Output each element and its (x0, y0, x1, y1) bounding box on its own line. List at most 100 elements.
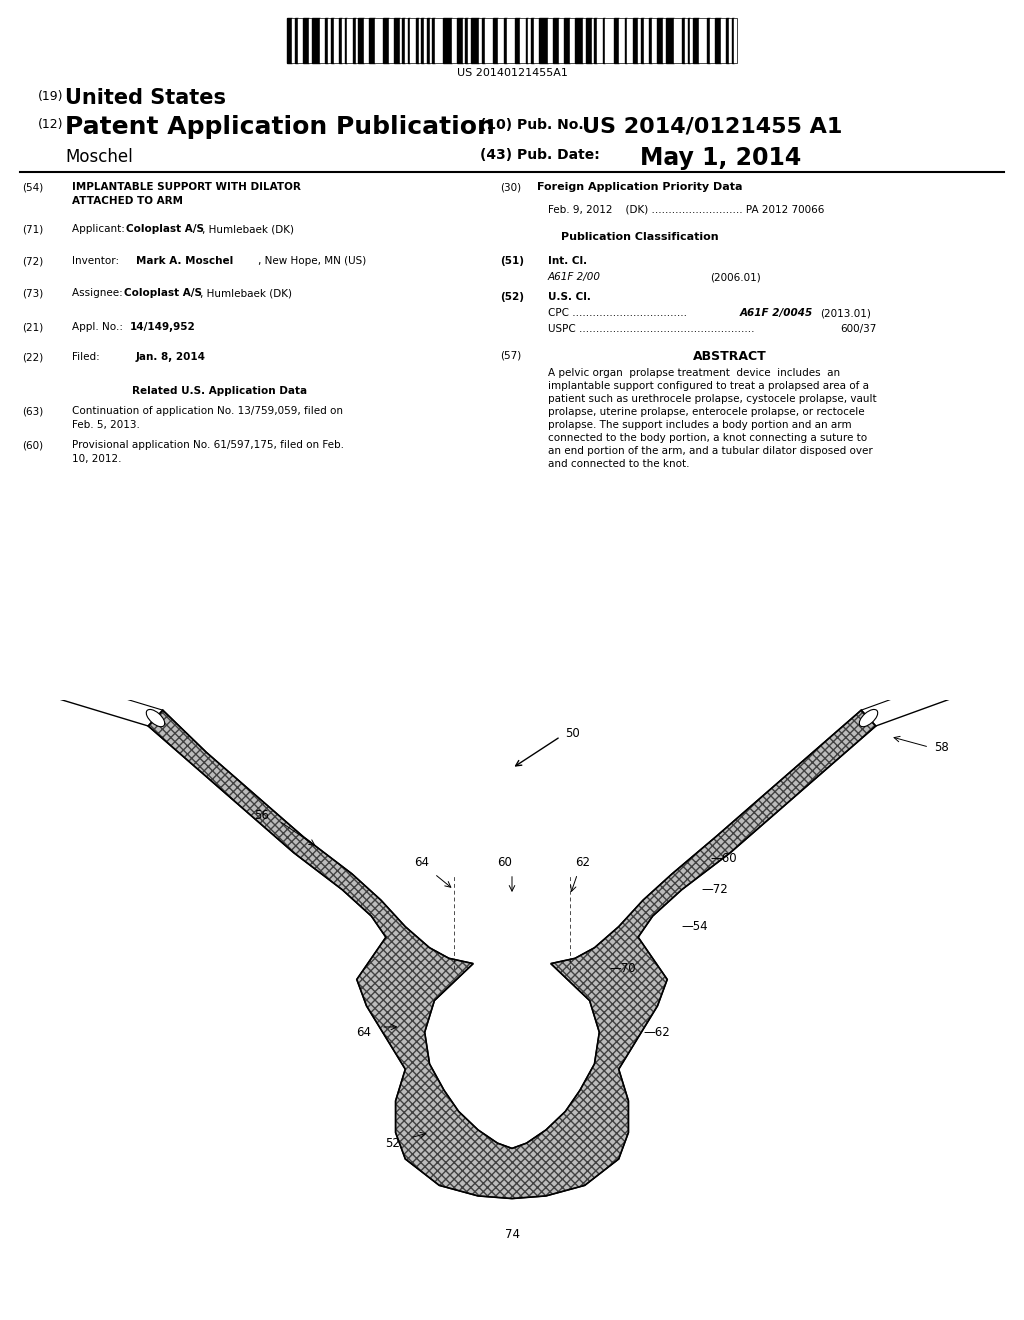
Text: —62: —62 (643, 1026, 670, 1039)
Text: Continuation of application No. 13/759,059, filed on: Continuation of application No. 13/759,0… (72, 407, 343, 416)
Bar (729, 18, 731, 63)
Text: connected to the body portion, a knot connecting a suture to: connected to the body portion, a knot co… (548, 433, 867, 444)
Text: Moschel: Moschel (65, 148, 133, 166)
Bar (430, 18, 432, 63)
Text: USPC ....................................................: USPC ...................................… (548, 323, 755, 334)
Ellipse shape (146, 709, 165, 727)
Text: , Humlebaek (DK): , Humlebaek (DK) (200, 288, 292, 298)
Text: —60: —60 (711, 851, 737, 865)
Bar (419, 18, 422, 63)
Text: 50: 50 (565, 727, 581, 741)
Bar (674, 18, 682, 63)
Bar (457, 18, 463, 63)
Bar (463, 18, 465, 63)
Bar (353, 18, 355, 63)
Bar (531, 18, 534, 63)
Text: (63): (63) (22, 407, 43, 416)
Bar (721, 18, 726, 63)
Bar (690, 18, 693, 63)
Text: ATTACHED TO ARM: ATTACHED TO ARM (72, 195, 183, 206)
Bar (404, 18, 408, 63)
Bar (394, 18, 399, 63)
Bar (553, 18, 559, 63)
Text: Patent Application Publication: Patent Application Publication (65, 115, 495, 139)
Bar (287, 18, 293, 63)
Text: United States: United States (65, 88, 226, 108)
Bar (613, 18, 620, 63)
Bar (525, 18, 528, 63)
Text: US 2014/0121455 A1: US 2014/0121455 A1 (582, 116, 843, 136)
Text: Foreign Application Priority Data: Foreign Application Priority Data (538, 182, 742, 191)
Bar (605, 18, 613, 63)
Text: (10) Pub. No.:: (10) Pub. No.: (480, 117, 589, 132)
Bar (424, 18, 427, 63)
Text: ABSTRACT: ABSTRACT (693, 350, 767, 363)
Bar (687, 18, 690, 63)
Bar (597, 18, 602, 63)
Bar (370, 18, 375, 63)
Bar (347, 18, 353, 63)
Text: Filed:: Filed: (72, 352, 126, 362)
Bar (641, 18, 644, 63)
Bar (339, 18, 342, 63)
Bar (298, 18, 303, 63)
Bar (432, 18, 435, 63)
Bar (452, 18, 457, 63)
Text: CPC ..................................: CPC .................................. (548, 308, 687, 318)
Bar (520, 18, 525, 63)
Bar (295, 18, 298, 63)
Bar (564, 18, 569, 63)
Text: Coloplast A/S: Coloplast A/S (124, 288, 202, 298)
Text: (72): (72) (22, 256, 43, 267)
Text: (71): (71) (22, 224, 43, 234)
Bar (633, 18, 638, 63)
Text: —72: —72 (701, 883, 728, 896)
Text: Jan. 8, 2014: Jan. 8, 2014 (136, 352, 206, 362)
Bar (411, 18, 416, 63)
Text: prolapse, uterine prolapse, enterocele prolapse, or rectocele: prolapse, uterine prolapse, enterocele p… (548, 407, 864, 417)
Bar (666, 18, 674, 63)
Text: (22): (22) (22, 352, 43, 362)
Text: (73): (73) (22, 288, 43, 298)
Bar (435, 18, 443, 63)
Text: —54: —54 (682, 920, 709, 933)
Bar (534, 18, 540, 63)
Bar (319, 18, 326, 63)
Text: patient such as urethrocele prolapse, cystocele prolapse, vault: patient such as urethrocele prolapse, cy… (548, 393, 877, 404)
Bar (328, 18, 331, 63)
Bar (710, 18, 715, 63)
Bar (657, 18, 663, 63)
Bar (586, 18, 592, 63)
Bar (540, 18, 548, 63)
Bar (682, 18, 685, 63)
Text: Assignee:: Assignee: (72, 288, 126, 298)
Text: (43) Pub. Date:: (43) Pub. Date: (480, 148, 600, 162)
Text: Coloplast A/S: Coloplast A/S (126, 224, 204, 234)
Bar (482, 18, 484, 63)
Text: A61F 2/0045: A61F 2/0045 (740, 308, 813, 318)
Bar (575, 18, 584, 63)
Text: 62: 62 (575, 855, 590, 869)
Text: (54): (54) (22, 182, 43, 191)
Bar (465, 18, 468, 63)
Bar (592, 18, 594, 63)
Bar (528, 18, 531, 63)
Text: 56: 56 (255, 809, 269, 822)
Bar (364, 18, 370, 63)
Text: May 1, 2014: May 1, 2014 (640, 147, 801, 170)
Bar (309, 18, 311, 63)
Bar (358, 18, 364, 63)
Text: 10, 2012.: 10, 2012. (72, 454, 122, 465)
Text: A61F 2/00: A61F 2/00 (548, 272, 601, 282)
Bar (707, 18, 710, 63)
Text: Int. Cl.: Int. Cl. (548, 256, 587, 267)
Bar (625, 18, 628, 63)
Bar (342, 18, 345, 63)
Text: Related U.S. Application Data: Related U.S. Application Data (132, 385, 307, 396)
Bar (652, 18, 657, 63)
Text: 74: 74 (505, 1228, 519, 1241)
Text: (12): (12) (38, 117, 63, 131)
Bar (644, 18, 649, 63)
Bar (638, 18, 641, 63)
Text: (2006.01): (2006.01) (710, 272, 761, 282)
